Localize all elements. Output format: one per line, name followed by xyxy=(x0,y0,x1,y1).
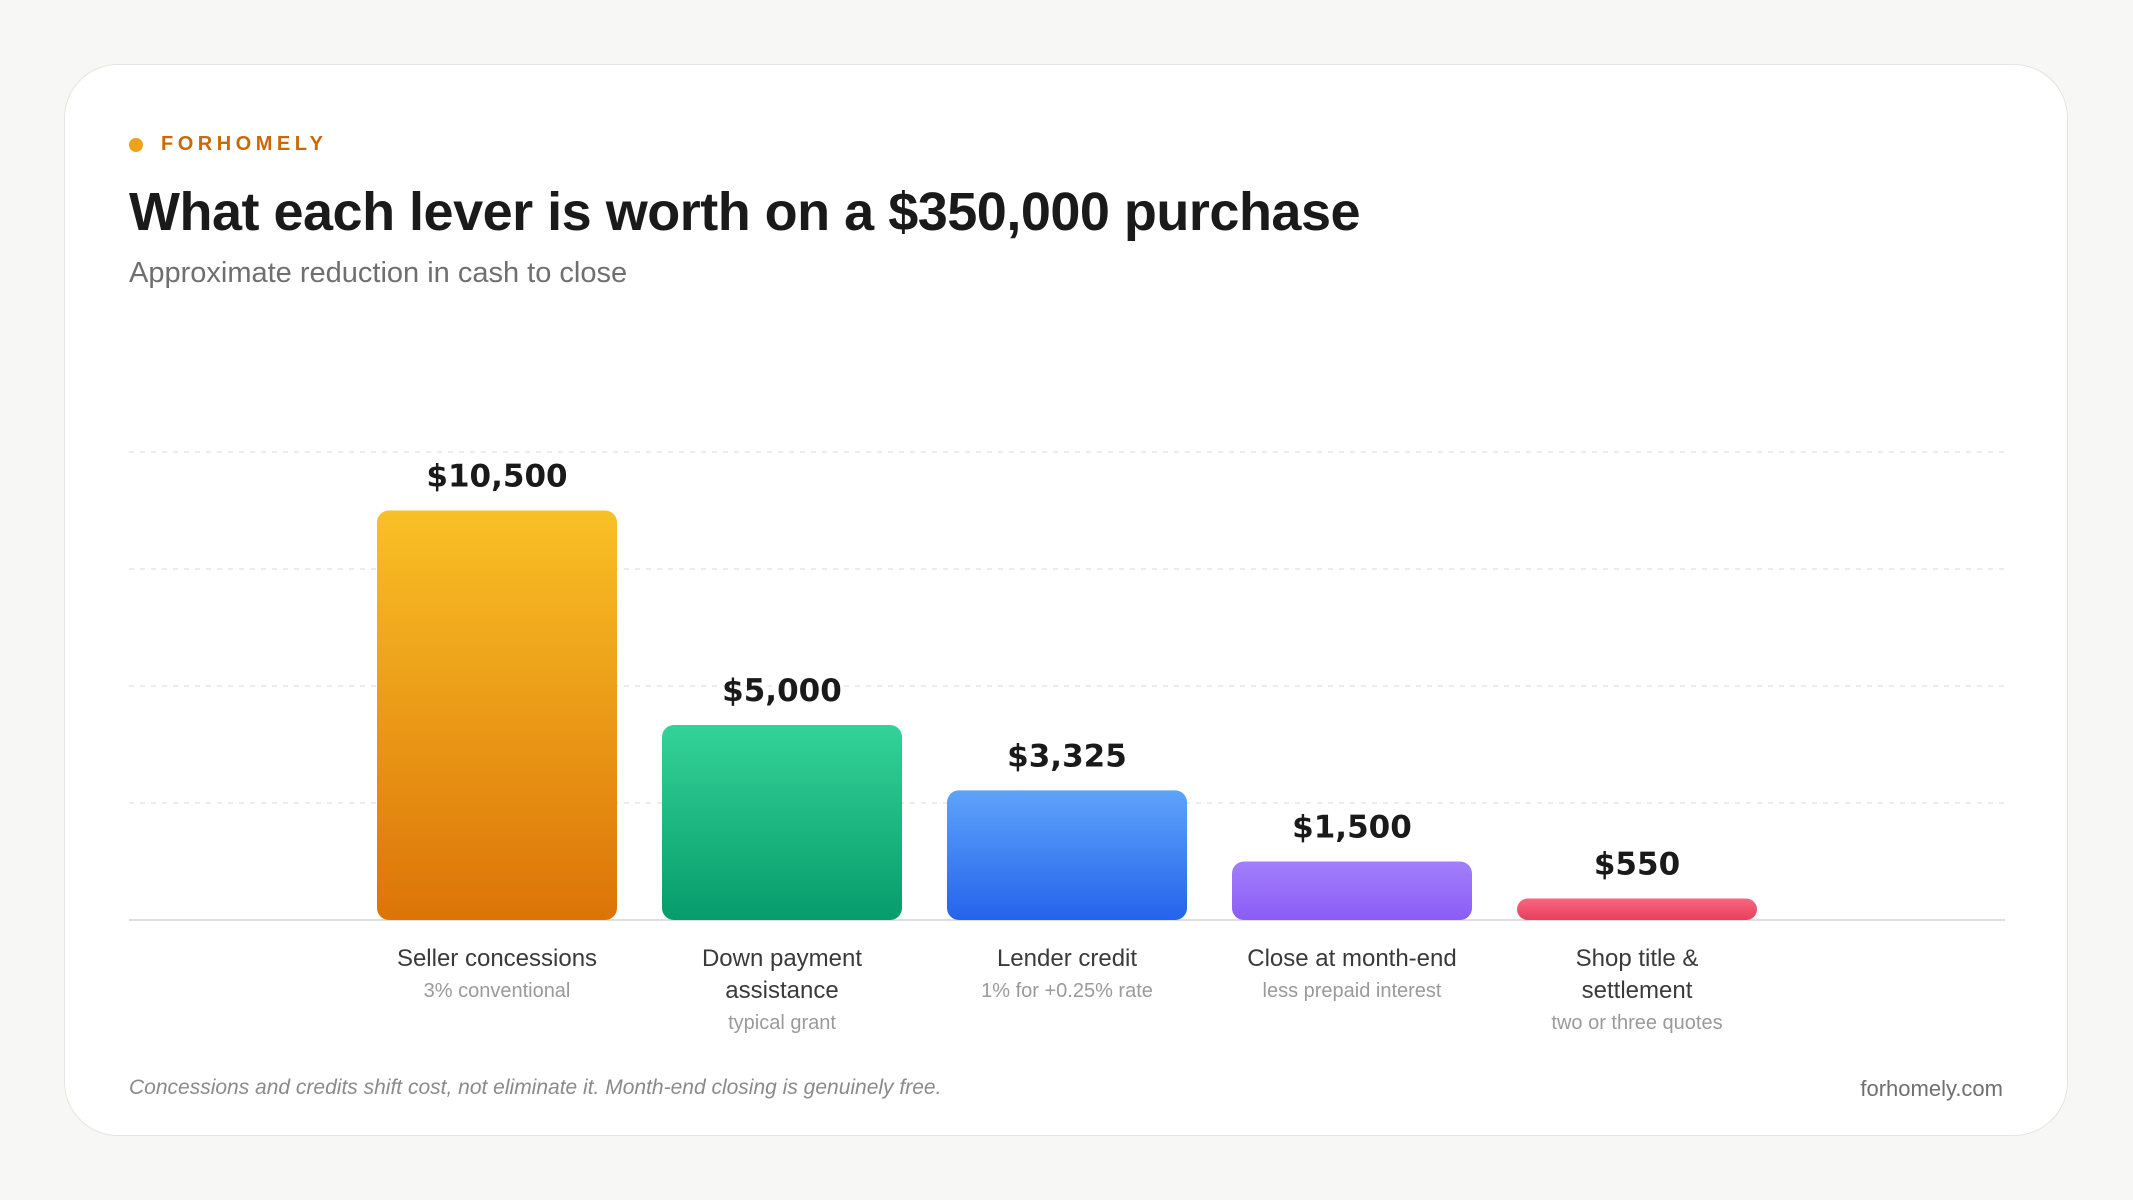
bar-chart: $10,500 Seller concessions 3% conventional… xyxy=(129,451,2005,1035)
value-label-2: $3,325 xyxy=(1007,738,1127,774)
category-sublabel-3: less prepaid interest xyxy=(1263,980,1442,1002)
bar-0 xyxy=(377,510,617,920)
bars xyxy=(377,510,1757,920)
bar-1 xyxy=(662,725,902,920)
category-sublabel-4: two or three quotes xyxy=(1551,1012,1722,1034)
brand-name: FORHOMELY xyxy=(161,133,328,155)
category-label-1-line-0: Down payment xyxy=(702,945,862,972)
category-label-0: Seller concessions xyxy=(397,945,597,972)
value-label-0: $10,500 xyxy=(426,459,567,495)
category-sublabel-2: 1% for +0.25% rate xyxy=(981,980,1153,1002)
brand: FORHOMELY xyxy=(129,133,327,156)
category-sublabel-1: typical grant xyxy=(728,1012,836,1034)
chart-subtitle: Approximate reduction in cash to close xyxy=(129,257,628,289)
labels: $10,500 Seller concessions 3% conventional… xyxy=(397,459,1723,1035)
chart-card: FORHOMELY What each lever is worth on a … xyxy=(64,64,2068,1136)
category-label-4-line-1: settlement xyxy=(1582,977,1693,1004)
value-label-4: $550 xyxy=(1594,847,1680,883)
bar-2 xyxy=(947,790,1187,920)
bar-4 xyxy=(1517,898,1757,920)
value-label-1: $5,000 xyxy=(722,673,842,709)
bar-3 xyxy=(1232,861,1472,920)
brand-dot-icon xyxy=(129,137,143,152)
category-label-2: Lender credit xyxy=(997,945,1137,972)
footnote: Concessions and credits shift cost, not … xyxy=(129,1076,942,1099)
category-label-1-line-1: assistance xyxy=(725,977,838,1004)
site-url: forhomely.com xyxy=(1860,1076,2003,1101)
category-sublabel-0: 3% conventional xyxy=(424,980,571,1002)
value-label-3: $1,500 xyxy=(1292,810,1412,846)
category-label-4-line-0: Shop title & xyxy=(1576,945,1699,972)
category-label-3: Close at month-end xyxy=(1247,945,1456,972)
chart-title: What each lever is worth on a $350,000 p… xyxy=(129,182,1361,242)
